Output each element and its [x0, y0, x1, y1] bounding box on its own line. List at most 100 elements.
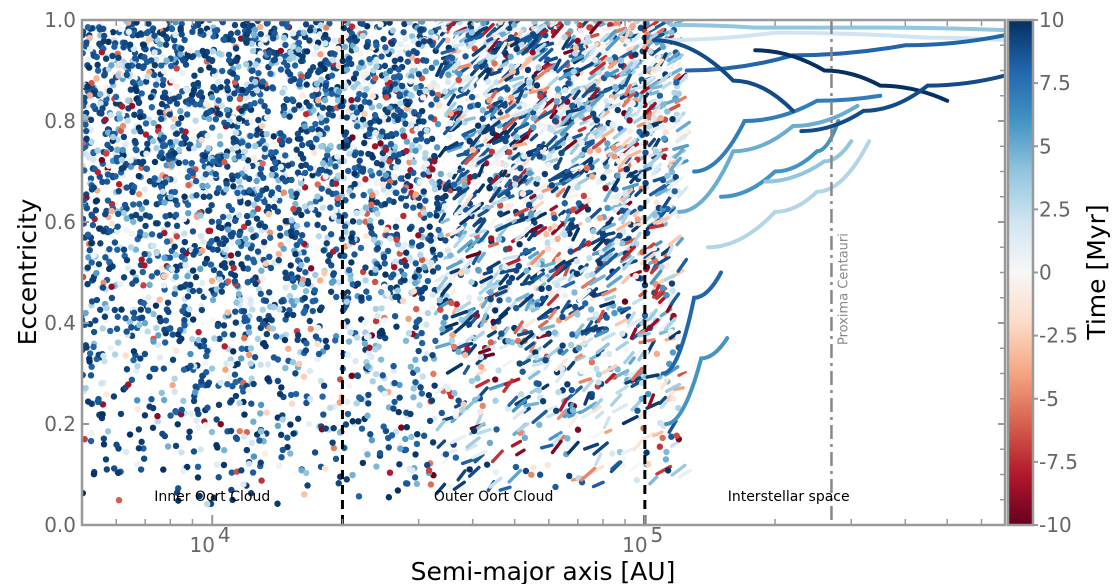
data-point [173, 100, 181, 107]
data-point [175, 497, 182, 504]
data-point [277, 431, 285, 439]
data-point [492, 376, 499, 383]
trajectory-segment [630, 366, 644, 382]
data-point [93, 197, 101, 204]
data-point [390, 362, 397, 370]
data-point [232, 378, 239, 386]
data-point [455, 76, 463, 84]
data-point [617, 57, 625, 64]
data-point [293, 190, 300, 198]
trajectory-segment [567, 271, 576, 282]
data-point [208, 94, 216, 101]
data-point [228, 360, 235, 368]
trajectory-segment [508, 137, 520, 147]
data-point [83, 39, 90, 46]
data-point [110, 465, 118, 472]
data-point [189, 267, 197, 274]
data-point [466, 466, 473, 473]
data-point [413, 440, 421, 448]
data-point [284, 443, 291, 451]
data-point [195, 141, 202, 149]
data-point [193, 192, 200, 199]
data-point [373, 179, 381, 187]
data-point [240, 433, 248, 440]
data-point [668, 280, 676, 287]
trajectory-segment [635, 101, 645, 117]
data-point [264, 361, 272, 368]
data-point [137, 229, 144, 236]
data-point [250, 418, 257, 425]
data-point [135, 426, 143, 433]
data-point [531, 20, 538, 26]
data-point [262, 260, 270, 267]
data-point [554, 256, 562, 264]
data-point [90, 343, 97, 351]
data-point [291, 106, 298, 113]
data-point [194, 406, 201, 414]
trajectory-segment [465, 203, 480, 216]
data-point [101, 211, 109, 218]
data-point [159, 188, 167, 195]
data-point [82, 309, 89, 317]
data-point [312, 271, 319, 279]
data-point [276, 390, 284, 398]
data-point [234, 172, 241, 179]
data-point [158, 265, 165, 272]
data-point [355, 493, 363, 500]
data-point [413, 125, 420, 133]
data-point [470, 427, 478, 435]
data-point [152, 81, 160, 88]
data-point [277, 232, 284, 239]
data-point [383, 226, 390, 234]
trajectory-segment [476, 251, 486, 264]
data-point [214, 246, 221, 253]
data-point [354, 95, 361, 103]
data-point [90, 328, 98, 336]
data-point [364, 412, 371, 419]
trajectory-segment [593, 261, 609, 275]
data-point [137, 355, 144, 362]
data-point [117, 127, 125, 135]
data-point [330, 270, 338, 277]
data-point [409, 467, 416, 474]
trajectory-segment [465, 334, 475, 343]
data-point [145, 36, 153, 43]
data-point [365, 150, 372, 158]
data-point [202, 100, 210, 107]
data-point [287, 262, 294, 269]
data-point [659, 434, 666, 442]
data-point [497, 20, 504, 26]
data-point [197, 66, 204, 74]
data-point [372, 74, 379, 82]
trajectory-segment [652, 175, 667, 183]
data-point [153, 324, 160, 332]
data-point [374, 210, 381, 217]
data-point [290, 205, 297, 213]
data-point [195, 328, 202, 336]
data-point [209, 296, 217, 304]
trajectory-segment [647, 25, 655, 32]
data-point [113, 441, 120, 448]
data-point [349, 418, 356, 425]
trajectory-segment [666, 244, 675, 257]
data-point [544, 56, 551, 63]
data-point [505, 296, 512, 303]
data-point [231, 272, 239, 279]
data-point [396, 461, 403, 468]
data-point [132, 246, 140, 253]
data-point [158, 62, 165, 69]
data-point [343, 114, 350, 121]
trajectory-segment [550, 186, 559, 194]
data-point [120, 246, 128, 253]
trajectory-segment [484, 301, 494, 314]
data-point [162, 317, 170, 324]
data-point [297, 135, 304, 143]
data-point [534, 260, 542, 268]
trajectory-segment [604, 372, 616, 384]
data-point [190, 448, 198, 455]
trajectory-segment [526, 256, 537, 267]
trajectory-segment [673, 147, 685, 159]
data-point [390, 112, 398, 119]
trajectory-segment [652, 283, 661, 297]
data-point [403, 424, 411, 431]
